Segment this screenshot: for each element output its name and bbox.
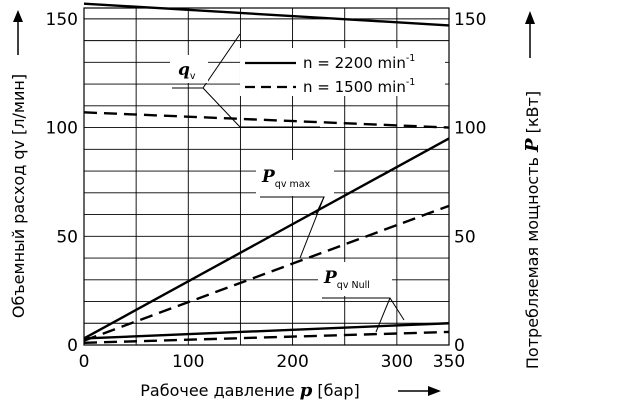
leader-pnull-dashed — [375, 297, 391, 333]
x-axis-title: Рабочее давление p [бар] — [140, 380, 360, 401]
series-line-p-qv-max-solid — [83, 137, 450, 340]
series-line-qv-solid — [83, 2, 450, 27]
y-left-tick-100: 100 — [46, 119, 78, 139]
y-axis-right-title: Потребляемая мощность P [кВт] — [522, 91, 543, 369]
pnull-label: Pqv Null — [323, 268, 370, 291]
y-right-tick-150: 150 — [454, 10, 486, 30]
qv-label: qv — [178, 60, 196, 82]
x-tick-0: 0 — [79, 352, 90, 372]
y-right-tick-50: 50 — [454, 227, 476, 247]
y-left-tick-150: 150 — [46, 10, 78, 30]
series-line-qv-dashed — [83, 111, 450, 129]
series-lines — [83, 2, 450, 345]
legend-background — [240, 48, 445, 96]
y-right-tick-0: 0 — [454, 336, 465, 356]
pmax-label: Pqv max — [261, 167, 311, 190]
x-tick-350: 350 — [433, 352, 465, 372]
pmax-label-background — [256, 160, 334, 196]
legend-label-1500: n = 1500 min-1 — [303, 77, 415, 96]
annotation-pmax: Pqv max — [256, 160, 334, 196]
annotation-leaders — [172, 33, 405, 333]
x-tick-300: 300 — [381, 352, 413, 372]
x-tick-100: 100 — [172, 352, 204, 372]
annotation-qv: qv — [170, 55, 208, 83]
y-left-tick-0: 0 — [67, 336, 78, 356]
qv-label-background — [170, 55, 208, 83]
annotation-pnull: Pqv Null — [318, 262, 392, 296]
axis-arrows — [13, 10, 535, 396]
series-line-p-qv-null-dashed — [83, 330, 450, 345]
leader-qv-dashed — [202, 87, 320, 128]
y-axis-left-title: Объемный расход qv [л/мин] — [9, 74, 28, 318]
series-line-p-qv-max-dashed — [83, 204, 450, 342]
y-right-tick-100: 100 — [454, 119, 486, 139]
pnull-label-background — [318, 262, 392, 296]
y-left-tick-50: 50 — [56, 227, 78, 247]
x-axis-arrow-head — [428, 386, 441, 396]
series-line-p-qv-null-solid — [83, 322, 450, 340]
x-tick-200: 200 — [276, 352, 308, 372]
left-axis-arrow-head — [13, 10, 23, 22]
legend: n = 2200 min-1 n = 1500 min-1 — [240, 48, 445, 96]
right-axis-arrow-head — [525, 11, 535, 24]
plot-frame — [83, 7, 450, 346]
legend-label-2200: n = 2200 min-1 — [303, 53, 415, 72]
leader-pmax-dashed — [299, 196, 325, 259]
